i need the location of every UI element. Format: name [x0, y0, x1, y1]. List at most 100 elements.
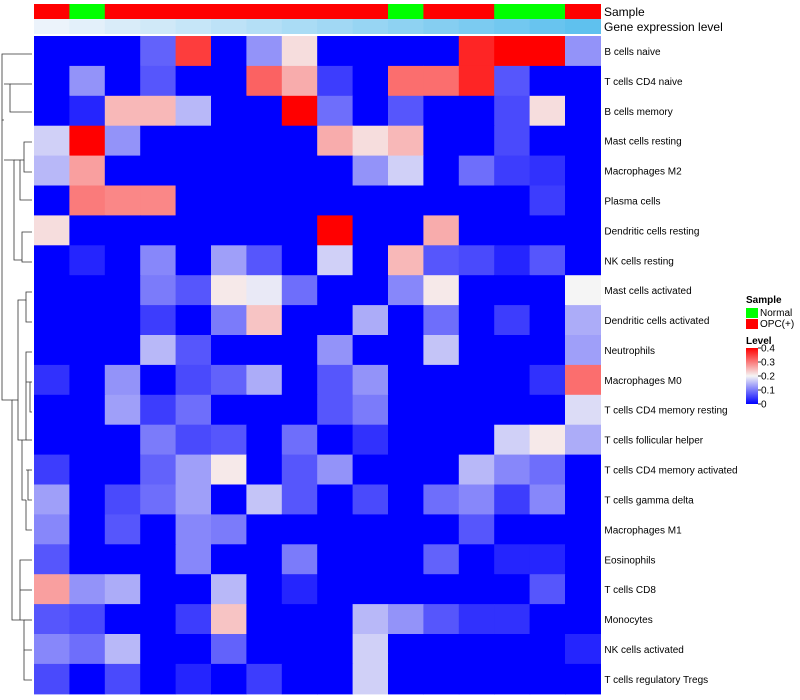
heatmap-cell: [458, 155, 495, 187]
heatmap-cell: [529, 185, 566, 216]
heatmap-cell: [69, 604, 106, 635]
heatmap-cell: [246, 454, 283, 486]
heatmap-cell: [494, 604, 531, 635]
heatmap-cell: [317, 514, 354, 545]
heatmap-cell: [565, 484, 601, 515]
heatmap-cell: [565, 215, 601, 246]
heatmap-cell: [317, 36, 354, 67]
heatmap-cell: [458, 36, 495, 67]
legend-label-normal: Normal: [760, 308, 792, 319]
heatmap-cell: [352, 305, 389, 336]
heatmap-cell: [69, 484, 106, 515]
heatmap-cell: [317, 364, 354, 396]
heatmap-cell: [529, 275, 566, 306]
heatmap-cell: [529, 245, 566, 276]
heatmap-cell: [494, 185, 531, 216]
heatmap-cell: [423, 185, 460, 216]
heatmap-cell: [388, 36, 424, 67]
heatmap-cell: [458, 544, 495, 575]
heatmap-cell: [352, 424, 389, 456]
level-tick-label: 0.2: [761, 372, 775, 383]
heatmap-cell: [281, 663, 318, 695]
heatmap-cell: [388, 215, 424, 246]
heatmap-cell: [281, 155, 318, 187]
heatmap-cell: [458, 65, 495, 97]
row-label: T cells follicular helper: [604, 436, 703, 447]
heatmap-cell: [281, 305, 318, 336]
dendrogram-branch: [21, 260, 32, 263]
dendrogram-branch: [23, 650, 32, 681]
heatmap-cell: [458, 663, 495, 695]
heatmap-cell: [246, 155, 283, 187]
heatmap-cell: [494, 65, 531, 97]
heatmap-cell: [317, 663, 354, 695]
heatmap-cell: [352, 245, 389, 276]
heatmap-cell: [352, 604, 389, 635]
heatmap-cell: [529, 95, 566, 127]
level-tick-label: 0.3: [761, 358, 775, 369]
heatmap-cell: [211, 95, 247, 127]
heatmap-cell: [529, 663, 566, 695]
heatmap-cell: [281, 604, 318, 635]
heatmap-cell: [34, 364, 70, 396]
heatmap-cell: [458, 215, 495, 246]
heatmap-cell: [352, 454, 389, 486]
heatmap-cell: [175, 454, 212, 486]
row-label: T cells CD4 naive: [604, 77, 683, 88]
level-tick-label: 0.4: [761, 344, 775, 355]
heatmap-cell: [104, 394, 141, 426]
heatmap-cell: [69, 125, 106, 157]
heatmap-cell: [494, 454, 531, 486]
heatmap-cell: [423, 95, 460, 127]
heatmap-cell: [352, 364, 389, 396]
heatmap-cell: [423, 155, 460, 187]
heatmap-cell: [175, 663, 212, 695]
heatmap-cell: [565, 454, 601, 486]
heatmap-cell: [104, 574, 141, 605]
heatmap-cell: [529, 454, 566, 486]
heatmap-cell: [140, 245, 177, 276]
heatmap-cell: [104, 335, 141, 366]
heatmap-cell: [317, 454, 354, 486]
heatmap-cell: [388, 245, 424, 276]
heatmap-cell: [34, 95, 70, 127]
heatmap-cell: [352, 663, 389, 695]
heatmap-cell: [317, 544, 354, 575]
expression-cell: [317, 19, 354, 34]
heatmap-cell: [140, 454, 177, 486]
sample-cell: [317, 4, 354, 19]
heatmap-cell: [246, 245, 283, 276]
row-label: Plasma cells: [604, 196, 660, 207]
heatmap-cell: [281, 65, 318, 97]
heatmap-cell: [69, 245, 106, 276]
heatmap-cell: [281, 125, 318, 157]
expression-cell: [246, 19, 283, 34]
heatmap-cell: [494, 364, 531, 396]
heatmap-cell: [494, 634, 531, 665]
heatmap-cell: [317, 574, 354, 605]
heatmap-cell: [388, 514, 424, 545]
heatmap-cell: [246, 125, 283, 157]
heatmap-cell: [423, 424, 460, 456]
expression-cell: [423, 19, 460, 34]
heatmap-cell: [352, 484, 389, 515]
heatmap-cell: [34, 454, 70, 486]
heatmap-cell: [140, 95, 177, 127]
heatmap-cell: [317, 215, 354, 246]
heatmap-cell: [246, 544, 283, 575]
heatmap-cell: [494, 484, 531, 515]
heatmap-cell: [211, 335, 247, 366]
legend-swatch-normal: [746, 308, 758, 318]
heatmap-cell: [34, 305, 70, 336]
heatmap-cell: [317, 484, 354, 515]
heatmap-cell: [104, 544, 141, 575]
dendrogram-branch: [1, 53, 4, 121]
heatmap-cell: [529, 514, 566, 545]
heatmap-cell: [565, 185, 601, 216]
dendrogram-branch: [23, 160, 32, 173]
sample-cell: [69, 4, 106, 19]
expression-cell: [34, 19, 70, 34]
row-label: Dendritic cells resting: [604, 226, 699, 237]
heatmap-cell: [458, 245, 495, 276]
heatmap-cell: [494, 394, 531, 426]
